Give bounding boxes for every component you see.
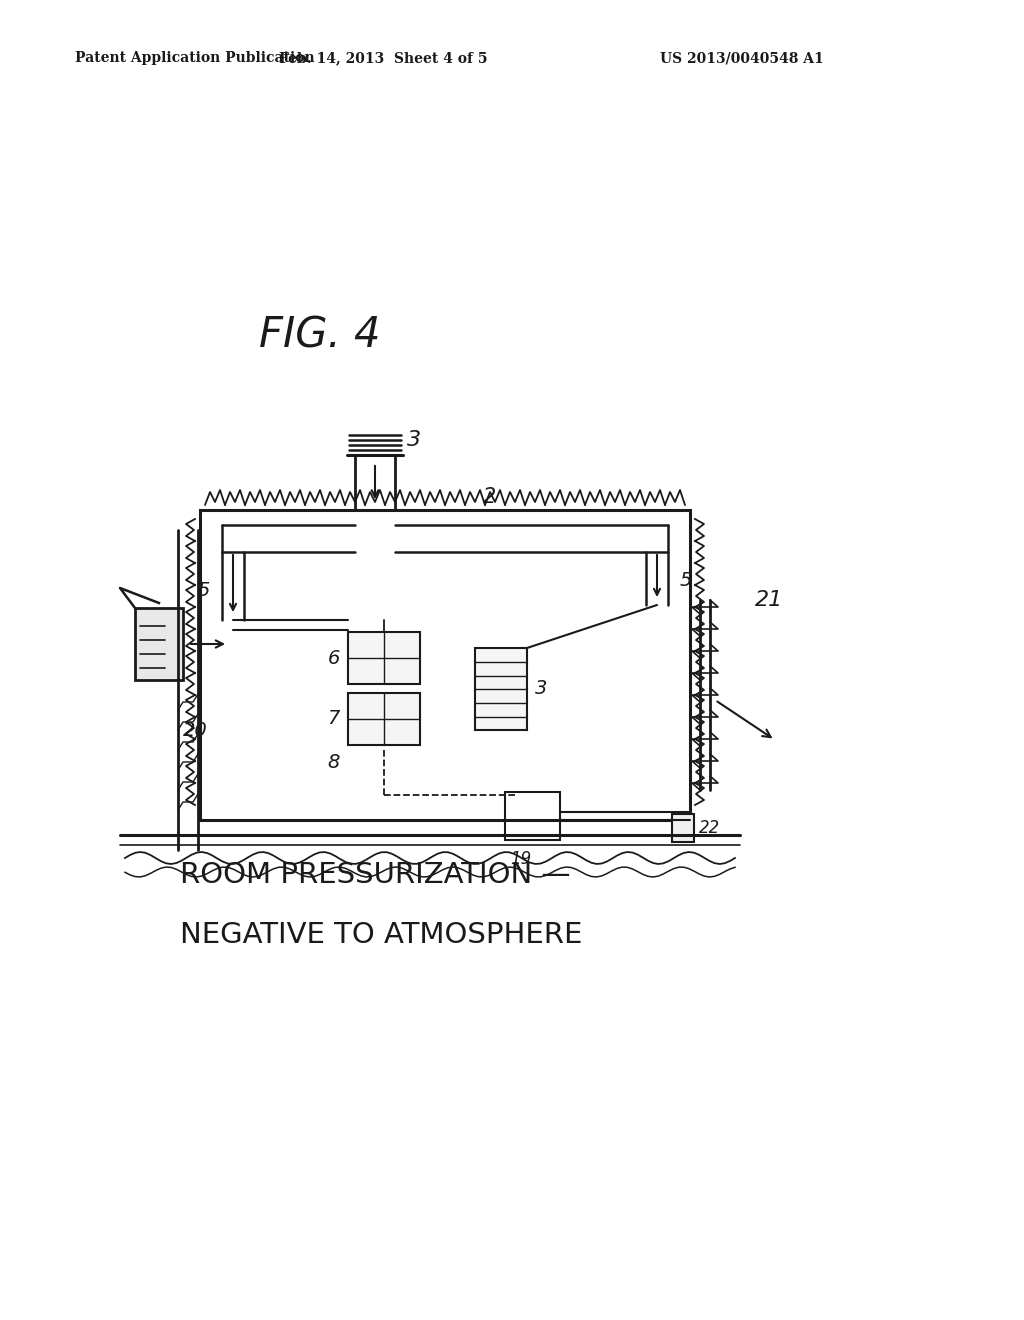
- Text: 20: 20: [183, 721, 208, 739]
- Text: 22: 22: [699, 818, 720, 837]
- Text: 2: 2: [483, 487, 497, 507]
- Text: NEGATIVE TO ATMOSPHERE: NEGATIVE TO ATMOSPHERE: [180, 921, 583, 949]
- Text: 5: 5: [680, 570, 692, 590]
- Text: 8: 8: [328, 754, 340, 772]
- Text: 6: 6: [328, 648, 340, 668]
- Text: 7: 7: [328, 710, 340, 729]
- Text: US 2013/0040548 A1: US 2013/0040548 A1: [660, 51, 823, 65]
- Text: 19: 19: [510, 850, 531, 869]
- Text: 5: 5: [198, 581, 210, 599]
- Bar: [348, 632, 420, 684]
- Text: 3: 3: [407, 430, 421, 450]
- Bar: [355, 455, 395, 510]
- Bar: [348, 693, 420, 744]
- Bar: [475, 648, 527, 730]
- Bar: [200, 510, 690, 820]
- Text: Patent Application Publication: Patent Application Publication: [75, 51, 314, 65]
- Bar: [135, 609, 183, 680]
- Text: ROOM PRESSURIZATION —: ROOM PRESSURIZATION —: [180, 861, 570, 888]
- Text: FIG. 4: FIG. 4: [259, 314, 381, 356]
- Text: Feb. 14, 2013  Sheet 4 of 5: Feb. 14, 2013 Sheet 4 of 5: [279, 51, 487, 65]
- Bar: [505, 792, 560, 840]
- Text: 21: 21: [755, 590, 783, 610]
- Bar: [672, 814, 694, 842]
- Text: 3: 3: [535, 680, 548, 698]
